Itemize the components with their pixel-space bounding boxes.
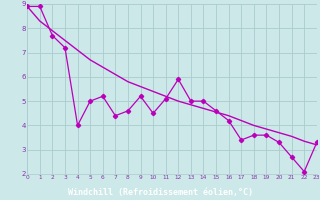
Text: Windchill (Refroidissement éolien,°C): Windchill (Refroidissement éolien,°C) (68, 188, 252, 197)
